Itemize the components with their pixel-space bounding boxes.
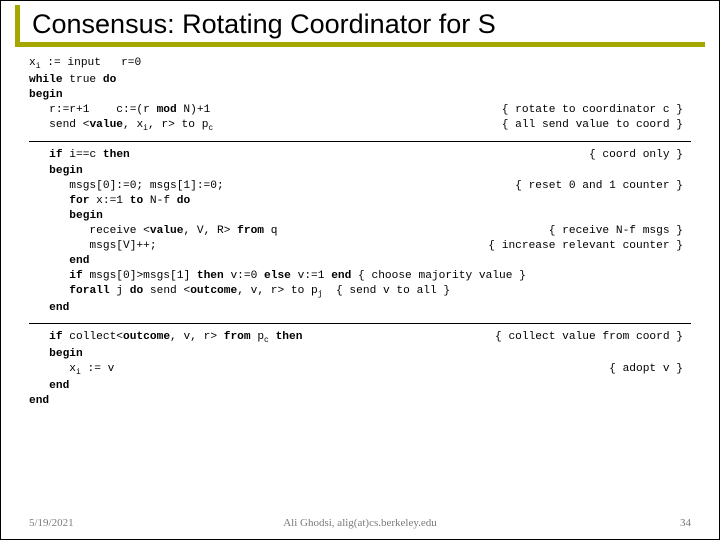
slide: Consensus: Rotating Coordinator for S xi… [0, 0, 720, 540]
slide-title: Consensus: Rotating Coordinator for S [32, 9, 705, 40]
code-line: if i==c then{ coord only } [29, 148, 691, 163]
code-line: begin [29, 209, 691, 224]
footer-date: 5/19/2021 [29, 517, 74, 529]
code-line: begin [29, 164, 691, 179]
code-line: if collect<outcome, v, r> from pc then{ … [29, 330, 691, 347]
code-line: r:=r+1 c:=(r mod N)+1{ rotate to coordin… [29, 103, 691, 118]
code-line: end [29, 301, 691, 316]
code-line: end [29, 254, 691, 269]
title-box: Consensus: Rotating Coordinator for S [15, 5, 705, 47]
code-block: xi := input r=0 while true do begin r:=r… [29, 56, 691, 409]
code-line: receive <value, V, R> from q{ receive N-… [29, 224, 691, 239]
code-line: msgs[V]++;{ increase relevant counter } [29, 239, 691, 254]
code-line: begin [29, 347, 691, 362]
footer: 5/19/2021 Ali Ghodsi, alig(at)cs.berkele… [1, 517, 719, 529]
code-line: while true do [29, 73, 691, 88]
code-line: for x:=1 to N-f do [29, 194, 691, 209]
code-line: msgs[0]:=0; msgs[1]:=0;{ reset 0 and 1 c… [29, 179, 691, 194]
code-line: forall j do send <outcome, v, r> to pj {… [29, 284, 691, 301]
code-line: begin [29, 88, 691, 103]
code-line: end [29, 394, 691, 409]
code-line: if msgs[0]>msgs[1] then v:=0 else v:=1 e… [29, 269, 691, 284]
code-line: end [29, 379, 691, 394]
code-line: xi := v{ adopt v } [29, 362, 691, 379]
footer-page: 34 [680, 517, 691, 529]
divider [29, 323, 691, 324]
footer-author: Ali Ghodsi, alig(at)cs.berkeley.edu [1, 517, 719, 529]
code-line: xi := input r=0 [29, 56, 691, 73]
divider [29, 141, 691, 142]
code-line: send <value, xi, r> to pc{ all send valu… [29, 118, 691, 135]
